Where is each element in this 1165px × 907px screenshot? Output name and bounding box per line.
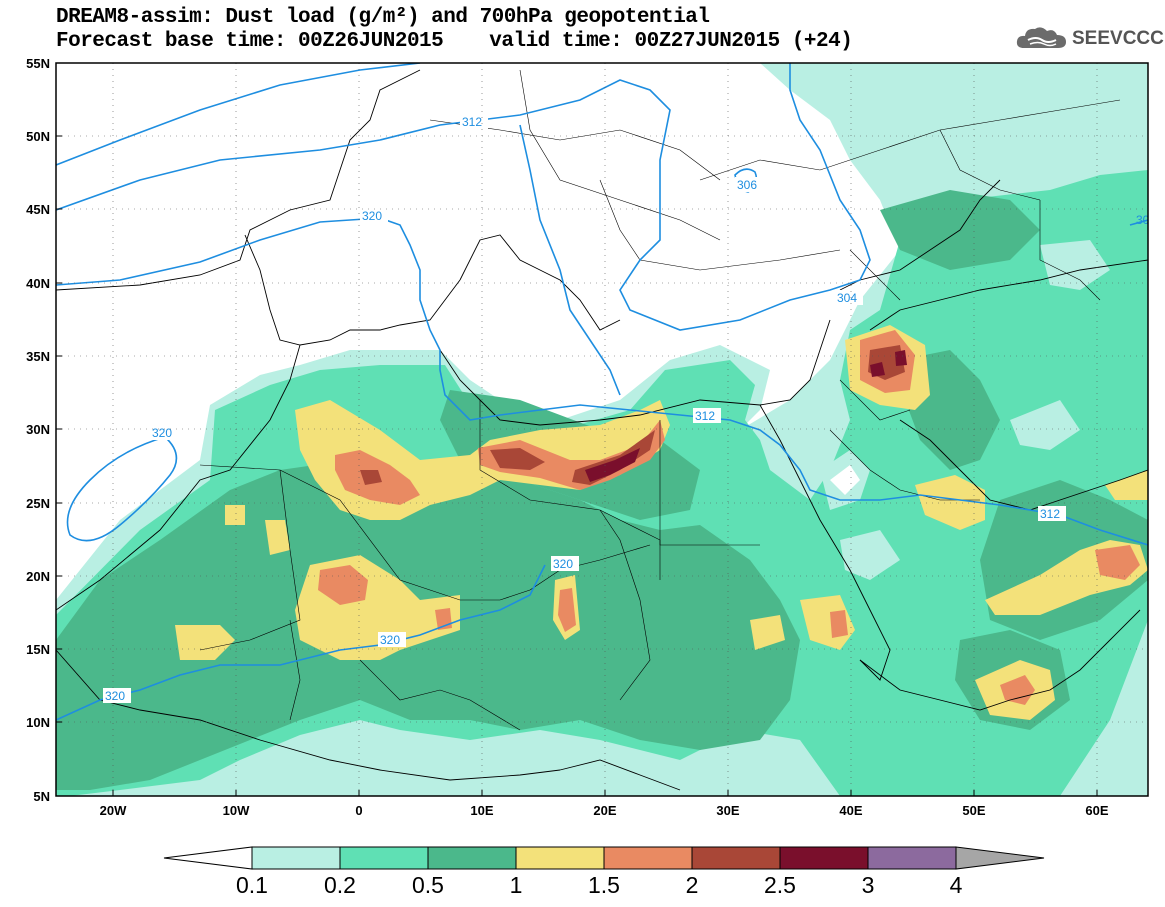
contour-312-north (56, 63, 871, 331)
map-title: DREAM8-assim: Dust load (g/m²) and 700hP… (56, 6, 710, 29)
colorbar-label: 2.5 (764, 872, 796, 898)
lat-label: 40N (26, 276, 50, 291)
lat-label: 50N (26, 129, 50, 144)
lon-label: 50E (962, 803, 985, 818)
colorbar-swatch (427, 846, 517, 870)
contour-320-loop (66, 436, 178, 542)
contour-label: 320 (152, 426, 172, 440)
lat-label: 55N (26, 56, 50, 71)
seevccc-logo: SEEVCCC (1016, 26, 1164, 52)
plot-area: 320 312 320 306 304 320 312 320 320 312 … (56, 63, 1150, 796)
longitude-labels: 20W 10W 0 10E 20E 30E 40E 50E 60E (100, 803, 1109, 818)
forecast-times: Forecast base time: 00Z26JUN2015 valid ti… (56, 30, 853, 53)
tick-marks (56, 62, 1098, 797)
contour-label: 312 (462, 115, 482, 129)
lat-label: 35N (26, 349, 50, 364)
colorbar-label: 2 (686, 872, 699, 898)
contour-312-middle (519, 124, 621, 396)
lat-label: 10N (26, 715, 50, 730)
colorbar-label: 0.2 (324, 872, 356, 898)
country-borders (199, 69, 1121, 731)
dust-level-2.5 (585, 448, 640, 482)
colorbar-swatch (515, 846, 605, 870)
colorbar-label: 1 (510, 872, 523, 898)
lat-label: 30N (26, 422, 50, 437)
colorbar-over-triangle (955, 846, 1045, 870)
contour-ne (1129, 219, 1148, 226)
contour-label-group: 320 312 320 306 304 320 312 320 320 312 … (103, 114, 1150, 703)
lon-label: 10E (470, 803, 493, 818)
contour-320-south (56, 564, 546, 721)
colorbar-swatch (339, 846, 429, 870)
contour-label: 312 (695, 409, 715, 423)
colorbar-label: 0.5 (412, 872, 444, 898)
lon-label: 10W (223, 803, 250, 818)
lon-label: 20E (593, 803, 616, 818)
cloud-icon (1016, 27, 1066, 48)
contour-label: 320 (362, 209, 382, 223)
lon-label: 20W (100, 803, 127, 818)
valid-time: valid time: 00Z27JUN2015 (+24) (489, 30, 853, 53)
colorbar-swatch (251, 846, 341, 870)
lat-label: 25N (26, 496, 50, 511)
colorbar: 0.1 0.2 0.5 1 1.5 2 2.5 3 4 (163, 846, 1045, 898)
contour-label: 30 (1136, 213, 1150, 227)
colorbar-swatch (603, 846, 693, 870)
lon-label: 0 (355, 803, 362, 818)
base-time: Forecast base time: 00Z26JUN2015 (56, 30, 444, 53)
lat-label: 45N (26, 202, 50, 217)
lon-label: 60E (1085, 803, 1108, 818)
colorbar-swatch (691, 846, 781, 870)
colorbar-label: 1.5 (588, 872, 620, 898)
lon-label: 40E (839, 803, 862, 818)
lat-label: 20N (26, 569, 50, 584)
contour-label: 312 (1040, 507, 1060, 521)
lat-label: 5N (33, 789, 50, 804)
lon-label: 30E (716, 803, 739, 818)
colorbar-label: 0.1 (236, 872, 268, 898)
graticule (56, 63, 1148, 796)
colorbar-under-triangle (163, 846, 253, 870)
contour-label: 320 (380, 633, 400, 647)
dust-level-2 (490, 448, 545, 470)
latitude-labels: 55N 50N 45N 40N 35N 30N 25N 20N 15N 10N … (26, 56, 50, 804)
contour-label: 306 (737, 178, 757, 192)
contour-label: 304 (837, 291, 857, 305)
logo-text: SEEVCCC (1072, 28, 1164, 49)
contour-upper-1 (56, 63, 421, 166)
colorbar-swatch (779, 846, 869, 870)
colorbar-swatch (867, 846, 957, 870)
colorbar-label: 4 (950, 872, 963, 898)
contour-label: 320 (105, 689, 125, 703)
lat-label: 15N (26, 642, 50, 657)
colorbar-label: 3 (862, 872, 875, 898)
contour-label: 320 (553, 557, 573, 571)
